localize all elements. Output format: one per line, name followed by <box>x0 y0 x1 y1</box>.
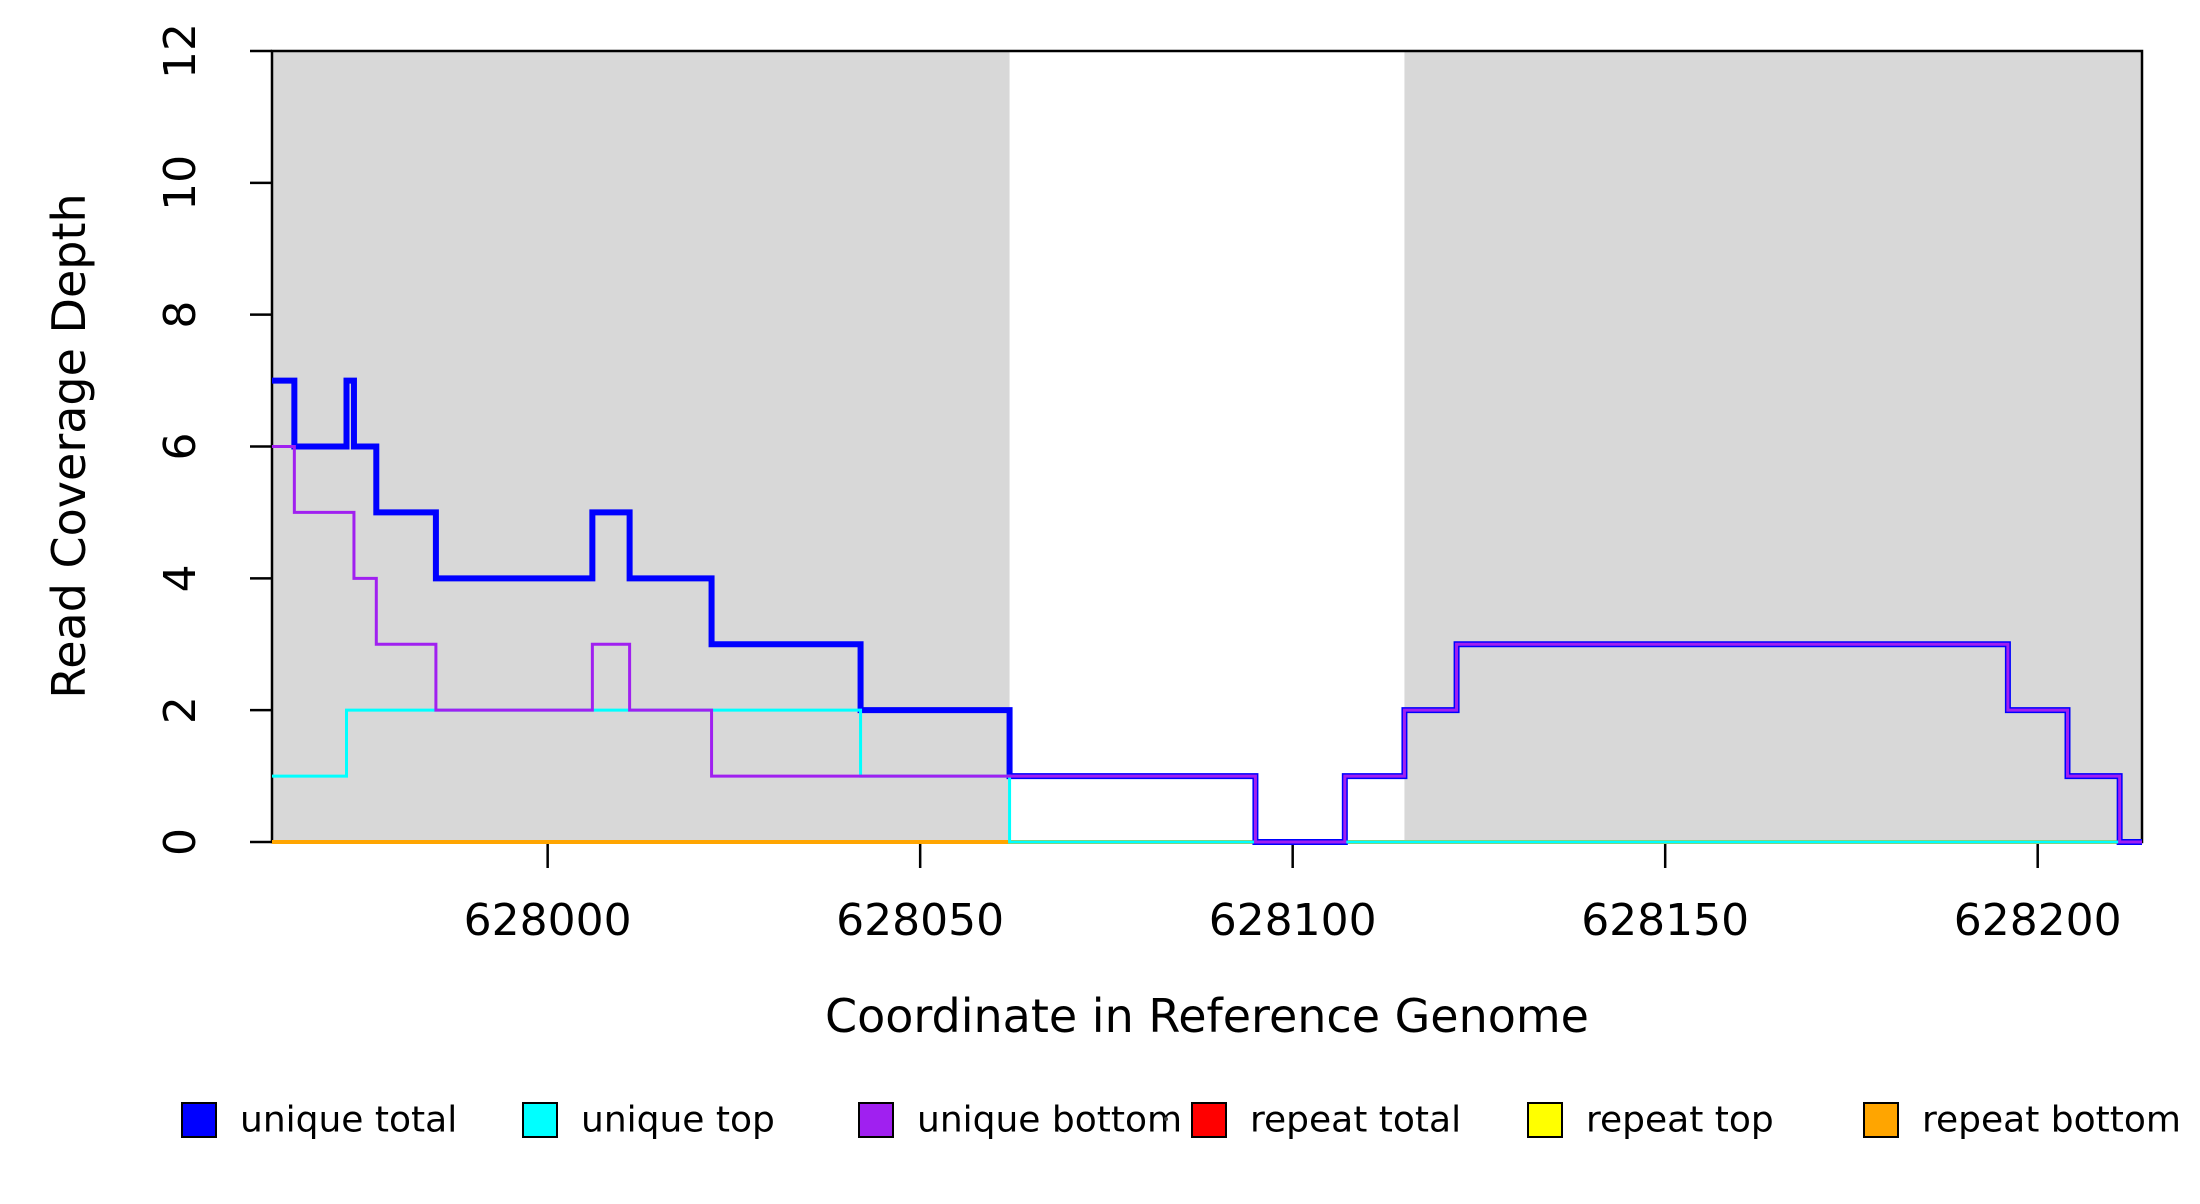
x-tick-label: 628050 <box>836 895 1004 946</box>
legend-item: repeat top <box>1527 1100 1774 1141</box>
y-tick-label: 4 <box>155 564 206 592</box>
y-axis-title: Read Coverage Depth <box>42 193 96 698</box>
legend-item: unique total <box>181 1100 457 1141</box>
x-tick-label: 628100 <box>1209 895 1377 946</box>
series-line-unique-top <box>272 708 2142 844</box>
series-line-unique-bottom <box>272 445 2142 844</box>
y-tick-label: 10 <box>155 155 206 211</box>
legend-swatch <box>858 1102 894 1138</box>
x-tick-label: 628150 <box>1581 895 1749 946</box>
axis-tick-labels: 0 2 4 6 8 10 12 628000 628050 628100 628150 628200 <box>155 23 2122 946</box>
y-tick-label: 12 <box>155 23 206 79</box>
legend: unique total unique top unique bottom repea… <box>181 1100 2181 1141</box>
repeat-region-right-shade <box>1404 51 2142 842</box>
legend-item: unique bottom <box>858 1100 1182 1141</box>
legend-item: repeat total <box>1191 1100 1461 1141</box>
x-axis-title: Coordinate in Reference Genome <box>825 989 1589 1043</box>
repeat-region-left-shade <box>272 51 1010 842</box>
legend-item: unique top <box>522 1100 775 1141</box>
legend-swatch <box>1863 1102 1899 1138</box>
legend-label: repeat total <box>1250 1100 1461 1141</box>
legend-swatch <box>522 1102 558 1138</box>
y-tick-label: 0 <box>155 828 206 856</box>
y-tick-label: 6 <box>155 433 206 461</box>
legend-swatch <box>1191 1102 1227 1138</box>
y-tick-label: 8 <box>155 301 206 329</box>
shaded-repeat-regions <box>272 51 2142 842</box>
x-tick-label: 628200 <box>1954 895 2122 946</box>
legend-label: repeat top <box>1586 1100 1774 1141</box>
y-tick-label: 2 <box>155 696 206 724</box>
series-lines <box>272 377 2142 845</box>
stray-dot <box>1164 1117 1168 1121</box>
legend-label: repeat bottom <box>1922 1100 2181 1141</box>
x-tick-label: 628000 <box>464 895 632 946</box>
legend-item: repeat bottom <box>1863 1100 2181 1141</box>
legend-label: unique bottom <box>917 1100 1182 1141</box>
legend-label: unique top <box>581 1100 775 1141</box>
legend-swatch <box>181 1102 217 1138</box>
axis-ticks <box>250 49 2039 868</box>
legend-swatch <box>1527 1102 1563 1138</box>
legend-label: unique total <box>240 1100 457 1141</box>
